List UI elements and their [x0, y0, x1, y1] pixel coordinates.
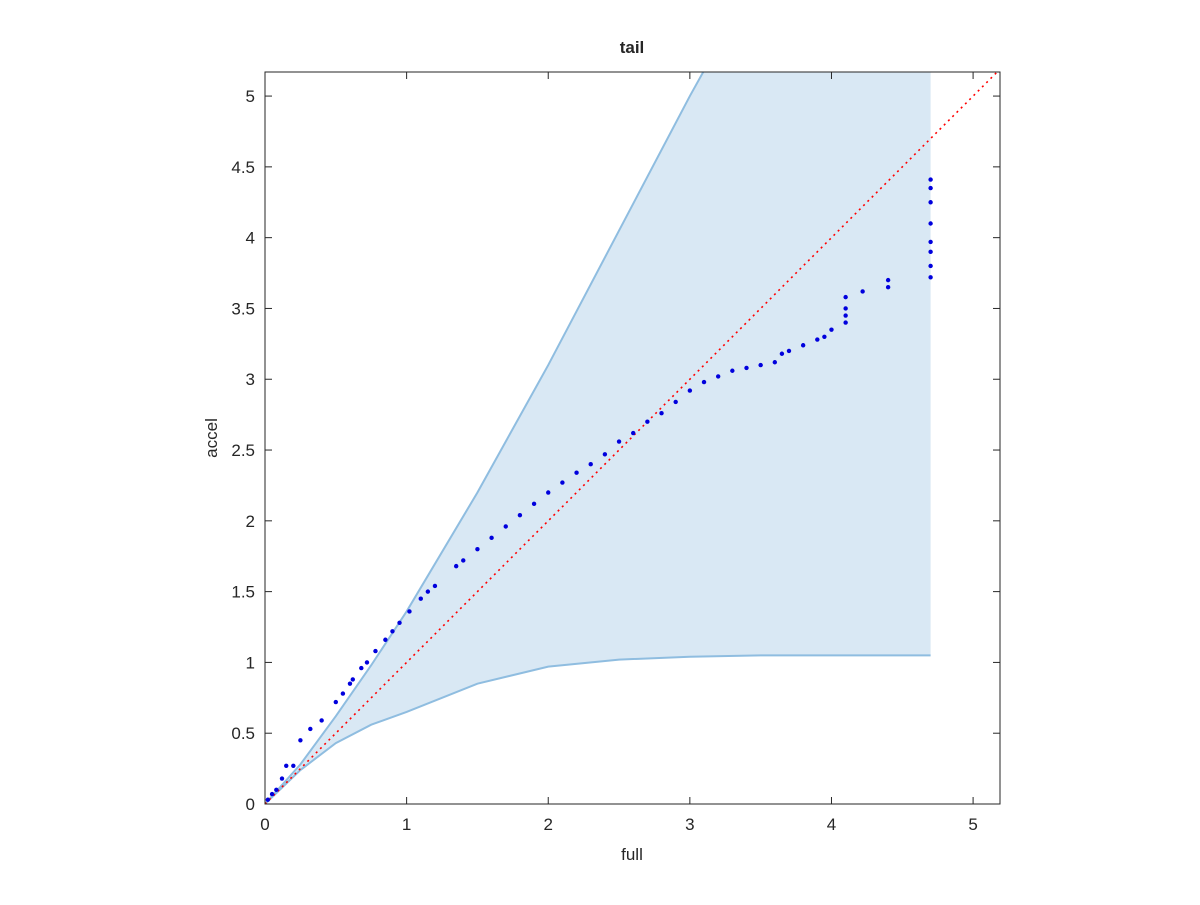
- data-point: [546, 490, 551, 495]
- data-point: [659, 411, 664, 416]
- y-tick-label: 2.5: [231, 441, 255, 460]
- data-point: [503, 524, 508, 529]
- data-point: [588, 461, 593, 467]
- data-point: [645, 419, 650, 424]
- data-point: [786, 348, 792, 354]
- data-point: [885, 285, 891, 290]
- data-point: [779, 351, 785, 356]
- y-tick-label: 3: [246, 370, 255, 389]
- data-point: [843, 313, 848, 318]
- data-point: [364, 660, 370, 665]
- data-point: [359, 665, 364, 671]
- data-point: [274, 787, 279, 793]
- data-point: [829, 327, 834, 332]
- y-tick-label: 5: [246, 87, 255, 106]
- data-point: [308, 726, 313, 732]
- x-tick-label: 4: [827, 815, 836, 834]
- data-point: [407, 609, 412, 614]
- data-point: [928, 239, 933, 245]
- chart-title: tail: [620, 38, 645, 57]
- data-point: [347, 681, 353, 686]
- data-point: [397, 620, 402, 625]
- data-point: [574, 470, 579, 475]
- data-point: [279, 776, 285, 781]
- data-point: [373, 648, 378, 654]
- data-point: [602, 452, 608, 457]
- data-point: [928, 249, 933, 255]
- data-point: [843, 320, 848, 325]
- y-tick-label: 4.5: [231, 158, 255, 177]
- data-point: [928, 275, 933, 280]
- data-point: [560, 480, 565, 485]
- data-point: [475, 546, 480, 552]
- y-tick-label: 1: [246, 653, 255, 672]
- data-point: [815, 337, 820, 342]
- band-area: [265, 72, 931, 804]
- y-tick-label: 2: [246, 512, 255, 531]
- data-point: [269, 791, 275, 797]
- data-point: [631, 430, 636, 436]
- data-point: [822, 334, 827, 339]
- data-point: [461, 558, 466, 563]
- y-tick-label: 0: [246, 795, 255, 814]
- data-point: [928, 221, 933, 226]
- data-point: [333, 699, 339, 705]
- data-point: [489, 535, 494, 541]
- data-point: [390, 629, 395, 634]
- data-point: [531, 501, 537, 507]
- data-point: [928, 200, 933, 205]
- data-point: [800, 343, 806, 348]
- y-tick-label: 0.5: [231, 724, 255, 743]
- data-point: [340, 691, 346, 696]
- y-tick-label: 3.5: [231, 299, 255, 318]
- data-point: [772, 360, 778, 365]
- data-point: [928, 177, 933, 182]
- data-point: [885, 277, 891, 283]
- y-tick-label: 1.5: [231, 583, 255, 602]
- data-point: [298, 738, 303, 743]
- data-point: [687, 388, 693, 393]
- data-point: [701, 379, 707, 385]
- band-upper-line: [265, 72, 705, 804]
- data-point: [319, 718, 324, 723]
- data-point: [418, 596, 423, 601]
- x-tick-label: 1: [402, 815, 411, 834]
- data-point: [744, 365, 749, 371]
- x-tick-label: 0: [260, 815, 269, 834]
- data-point: [843, 306, 848, 311]
- y-tick-label: 4: [246, 229, 255, 248]
- data-point: [425, 589, 431, 594]
- data-point: [673, 399, 678, 405]
- x-tick-label: 3: [685, 815, 694, 834]
- plot-area: [265, 72, 999, 804]
- data-point: [517, 512, 523, 518]
- data-point: [265, 797, 271, 802]
- y-axis-label: accel: [202, 418, 221, 458]
- data-point: [730, 368, 735, 373]
- data-point: [616, 439, 622, 444]
- data-point: [715, 374, 721, 379]
- data-point: [843, 294, 848, 300]
- x-tick-label: 2: [544, 815, 553, 834]
- data-point: [432, 583, 438, 589]
- data-point: [928, 185, 933, 191]
- data-point: [860, 289, 865, 294]
- x-tick-label: 5: [968, 815, 977, 834]
- data-point: [453, 563, 459, 569]
- axes: 0 1 2 3 4 5 0 0.5 1 1.5 2 2.5 3 3.5 4 4.5 5: [231, 71, 1001, 834]
- data-point: [284, 763, 289, 768]
- axes-box: [264, 71, 1001, 805]
- data-point: [291, 763, 296, 768]
- data-point: [928, 263, 933, 269]
- data-point: [758, 362, 763, 368]
- data-point: [350, 677, 356, 682]
- band-lower-line: [265, 654, 931, 804]
- data-point: [383, 637, 388, 642]
- x-axis-label: full: [621, 845, 643, 864]
